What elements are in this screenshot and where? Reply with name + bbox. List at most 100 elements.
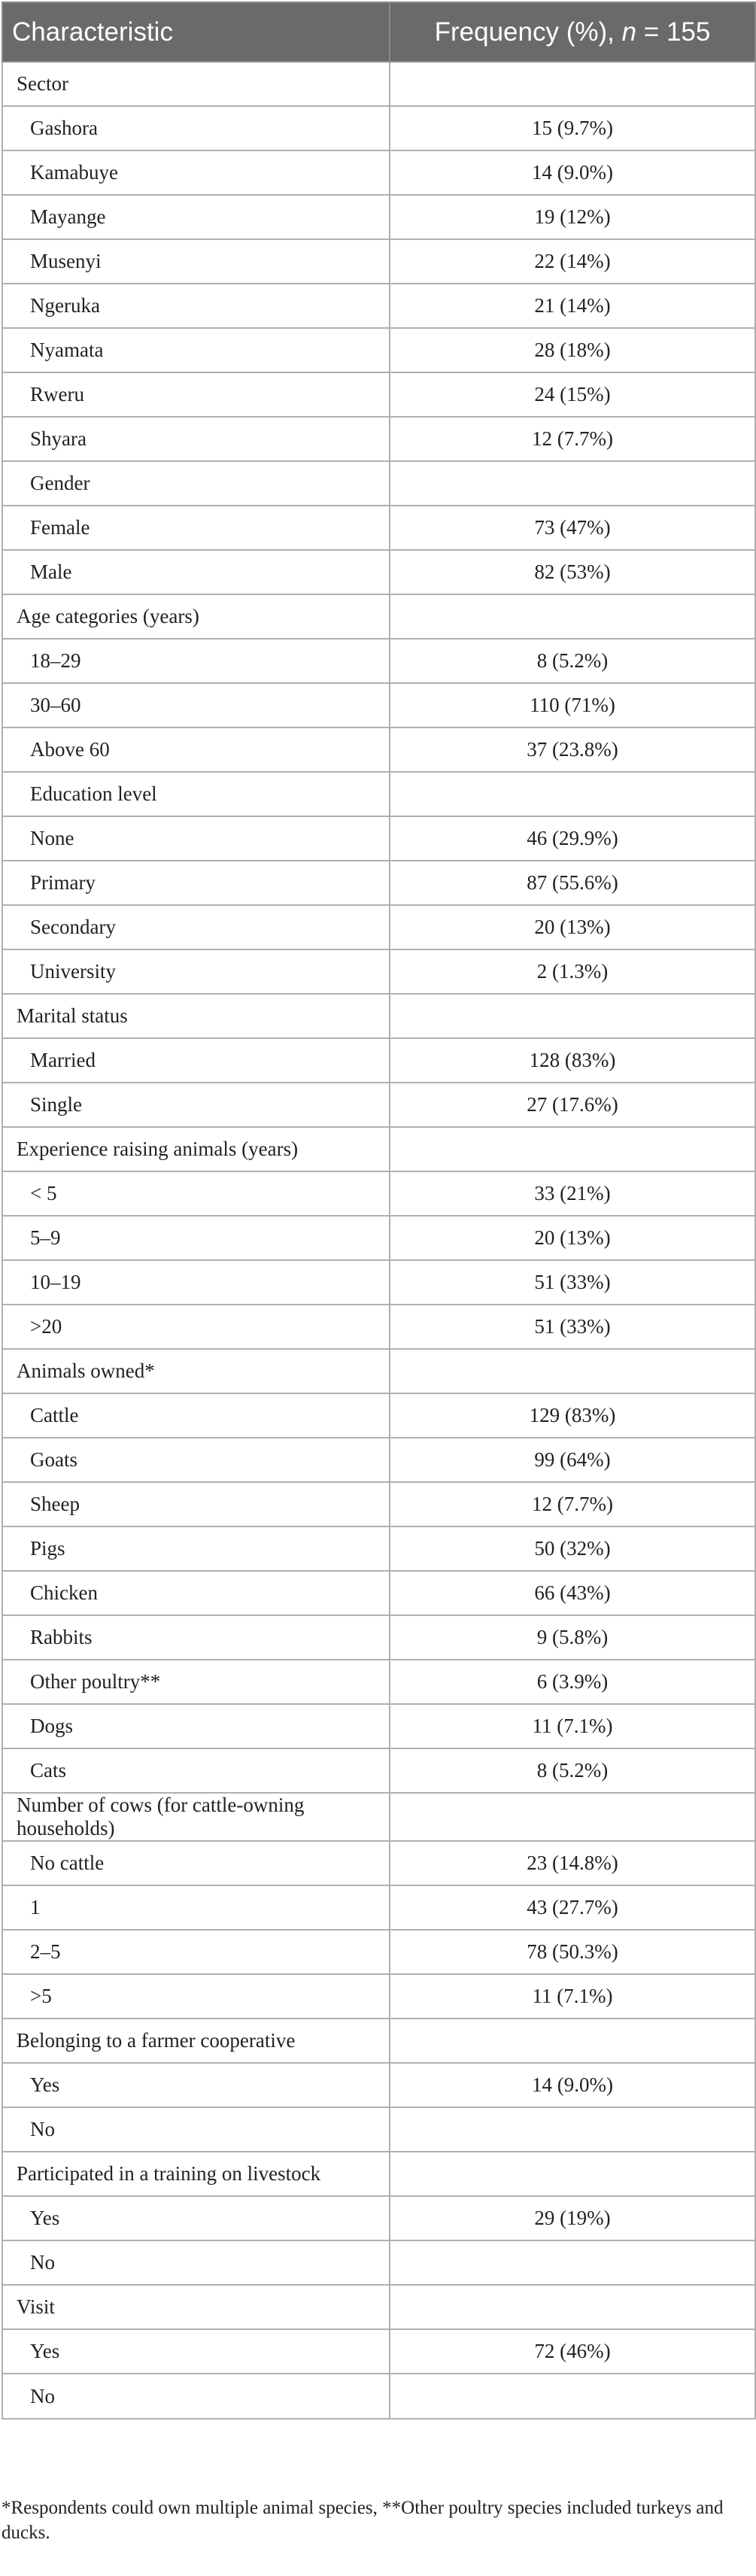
row-frequency: 2 (1.3%) (389, 949, 756, 995)
table-row: Age categories (years) (2, 594, 756, 639)
row-characteristic: 18–29 (2, 638, 390, 684)
row-frequency (389, 771, 756, 817)
row-characteristic: Gender (2, 460, 390, 506)
row-frequency: 50 (32%) (389, 1526, 756, 1572)
row-frequency: 72 (46%) (389, 2328, 756, 2374)
table-row: Gashora 15 (9.7%) (2, 105, 756, 151)
row-characteristic: Belonging to a farmer cooperative (2, 2018, 390, 2064)
table-row: Sector (2, 61, 756, 107)
row-frequency: 20 (13%) (389, 1215, 756, 1261)
table-row: Gender (2, 460, 756, 506)
table-row: 10–19 51 (33%) (2, 1259, 756, 1305)
row-characteristic: Other poultry** (2, 1659, 390, 1705)
table-row: 30–60 110 (71%) (2, 682, 756, 728)
row-frequency: 12 (7.7%) (389, 416, 756, 462)
table-row: Mayange 19 (12%) (2, 194, 756, 240)
table-row: Above 60 37 (23.8%) (2, 727, 756, 773)
table-row: Goats 99 (64%) (2, 1437, 756, 1483)
row-characteristic: Gashora (2, 105, 390, 151)
row-frequency: 11 (7.1%) (389, 1973, 756, 2019)
table-row: Primary 87 (55.6%) (2, 860, 756, 906)
row-characteristic: No (2, 2240, 390, 2286)
table-row: Number of cows (for cattle-owning househ… (2, 1792, 756, 1842)
row-frequency: 51 (33%) (389, 1259, 756, 1305)
row-frequency (389, 1792, 756, 1842)
row-characteristic: Sector (2, 61, 390, 107)
table-row: 5–9 20 (13%) (2, 1215, 756, 1261)
row-characteristic: Married (2, 1037, 390, 1083)
table-row: Female 73 (47%) (2, 505, 756, 551)
row-frequency: 8 (5.2%) (389, 1748, 756, 1794)
table-row: Chicken 66 (43%) (2, 1570, 756, 1616)
table-row: Married 128 (83%) (2, 1037, 756, 1083)
header-frequency-suffix: = 155 (636, 17, 711, 47)
row-frequency: 9 (5.8%) (389, 1615, 756, 1660)
row-characteristic: Rabbits (2, 1615, 390, 1660)
table-row: Ngeruka 21 (14%) (2, 283, 756, 329)
row-characteristic: 10–19 (2, 1259, 390, 1305)
row-characteristic: Yes (2, 2062, 390, 2108)
row-frequency: 27 (17.6%) (389, 1082, 756, 1128)
row-characteristic: Education level (2, 771, 390, 817)
row-frequency (389, 2018, 756, 2064)
row-frequency (389, 993, 756, 1039)
row-characteristic: < 5 (2, 1171, 390, 1217)
table-row: Yes 72 (46%) (2, 2328, 756, 2374)
row-frequency: 20 (13%) (389, 904, 756, 950)
row-characteristic: Animals owned* (2, 1348, 390, 1394)
table-row: 2–5 78 (50.3%) (2, 1929, 756, 1975)
row-frequency (389, 61, 756, 107)
table-row: Yes 14 (9.0%) (2, 2062, 756, 2108)
row-characteristic: Dogs (2, 1703, 390, 1749)
row-frequency: 21 (14%) (389, 283, 756, 329)
row-frequency: 87 (55.6%) (389, 860, 756, 906)
row-frequency: 37 (23.8%) (389, 727, 756, 773)
header-frequency-n: n (621, 17, 637, 47)
table-row: 18–29 8 (5.2%) (2, 638, 756, 684)
row-characteristic: None (2, 816, 390, 861)
table-row: Animals owned* (2, 1348, 756, 1394)
row-characteristic: Mayange (2, 194, 390, 240)
table-row: Cats 8 (5.2%) (2, 1748, 756, 1794)
row-characteristic: >20 (2, 1304, 390, 1350)
table-row: Sheep 12 (7.7%) (2, 1481, 756, 1527)
table-row: Yes 29 (19%) (2, 2195, 756, 2241)
table-row: None 46 (29.9%) (2, 816, 756, 861)
row-characteristic: No (2, 2107, 390, 2152)
row-characteristic: 30–60 (2, 682, 390, 728)
row-frequency: 129 (83%) (389, 1393, 756, 1438)
row-characteristic: Shyara (2, 416, 390, 462)
characteristics-table: Characteristic Frequency (%), n = 155 Se… (2, 2, 756, 2420)
row-characteristic: Yes (2, 2328, 390, 2374)
row-characteristic: No cattle (2, 1840, 390, 1886)
row-frequency: 73 (47%) (389, 505, 756, 551)
row-frequency: 99 (64%) (389, 1437, 756, 1483)
table-row: Experience raising animals (years) (2, 1126, 756, 1172)
table-row: No (2, 2373, 756, 2420)
row-frequency: 66 (43%) (389, 1570, 756, 1616)
row-characteristic: 5–9 (2, 1215, 390, 1261)
table-row: No (2, 2107, 756, 2152)
row-characteristic: Single (2, 1082, 390, 1128)
table-row: 1 43 (27.7%) (2, 1885, 756, 1930)
table-header-row: Characteristic Frequency (%), n = 155 (2, 2, 756, 62)
row-frequency (389, 2373, 756, 2420)
row-frequency: 14 (9.0%) (389, 150, 756, 196)
row-characteristic: No (2, 2373, 390, 2420)
row-characteristic: Above 60 (2, 727, 390, 773)
table-row: Shyara 12 (7.7%) (2, 416, 756, 462)
header-frequency: Frequency (%), n = 155 (389, 2, 756, 62)
row-characteristic: Participated in a training on livestock (2, 2151, 390, 2197)
table-row: < 5 33 (21%) (2, 1171, 756, 1217)
table-row: University 2 (1.3%) (2, 949, 756, 995)
table-row: No cattle 23 (14.8%) (2, 1840, 756, 1886)
row-characteristic: Age categories (years) (2, 594, 390, 639)
row-frequency (389, 1126, 756, 1172)
row-characteristic: >5 (2, 1973, 390, 2019)
row-frequency: 33 (21%) (389, 1171, 756, 1217)
row-frequency: 19 (12%) (389, 194, 756, 240)
row-frequency: 15 (9.7%) (389, 105, 756, 151)
table-footnote: *Respondents could own multiple animal s… (2, 2498, 724, 2543)
row-frequency (389, 2284, 756, 2330)
row-characteristic: Goats (2, 1437, 390, 1483)
